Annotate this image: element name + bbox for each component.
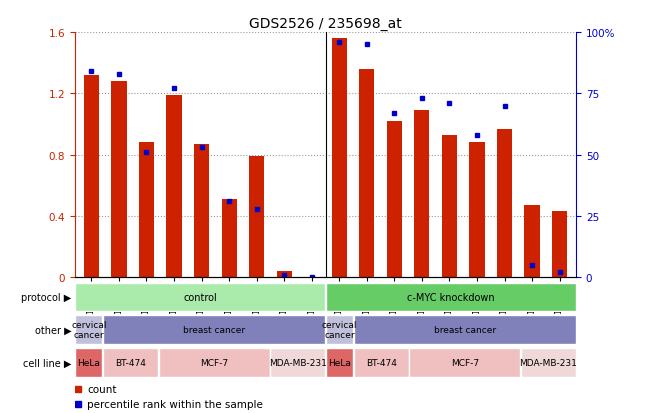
Bar: [442, 135, 457, 278]
Text: breast cancer: breast cancer: [183, 325, 245, 334]
Text: cervical
cancer: cervical cancer: [71, 320, 107, 339]
Bar: [277, 271, 292, 278]
Bar: [139, 143, 154, 278]
Text: HeLa: HeLa: [77, 358, 100, 367]
Bar: [75, 316, 102, 344]
Bar: [326, 348, 353, 377]
Bar: [353, 316, 576, 344]
Bar: [249, 157, 264, 278]
Bar: [497, 129, 512, 278]
Text: MDA-MB-231: MDA-MB-231: [269, 358, 327, 367]
Text: other ▶: other ▶: [35, 325, 72, 335]
Bar: [387, 122, 402, 278]
Text: MDA-MB-231: MDA-MB-231: [519, 358, 577, 367]
Bar: [75, 348, 102, 377]
Title: GDS2526 / 235698_at: GDS2526 / 235698_at: [249, 17, 402, 31]
Bar: [111, 82, 126, 278]
Text: MCF-7: MCF-7: [200, 358, 228, 367]
Bar: [552, 212, 567, 278]
Bar: [221, 199, 237, 278]
Bar: [326, 283, 576, 311]
Bar: [326, 316, 353, 344]
Text: control: control: [184, 292, 217, 302]
Text: breast cancer: breast cancer: [434, 325, 496, 334]
Text: HeLa: HeLa: [328, 358, 351, 367]
Bar: [194, 145, 209, 278]
Text: BT-474: BT-474: [115, 358, 146, 367]
Bar: [270, 348, 326, 377]
Text: c-MYC knockdown: c-MYC knockdown: [407, 292, 495, 302]
Text: BT-474: BT-474: [366, 358, 396, 367]
Bar: [359, 70, 374, 278]
Bar: [409, 348, 520, 377]
Bar: [103, 348, 158, 377]
Text: percentile rank within the sample: percentile rank within the sample: [87, 399, 263, 409]
Bar: [525, 206, 540, 278]
Text: protocol ▶: protocol ▶: [21, 292, 72, 302]
Bar: [469, 143, 484, 278]
Bar: [167, 96, 182, 278]
Bar: [103, 316, 326, 344]
Bar: [332, 39, 347, 278]
Text: count: count: [87, 384, 117, 394]
Text: cell line ▶: cell line ▶: [23, 357, 72, 368]
Bar: [353, 348, 409, 377]
Bar: [159, 348, 270, 377]
Bar: [84, 76, 99, 278]
Bar: [414, 111, 430, 278]
Bar: [521, 348, 576, 377]
Text: MCF-7: MCF-7: [450, 358, 478, 367]
Bar: [75, 283, 326, 311]
Text: cervical
cancer: cervical cancer: [322, 320, 357, 339]
